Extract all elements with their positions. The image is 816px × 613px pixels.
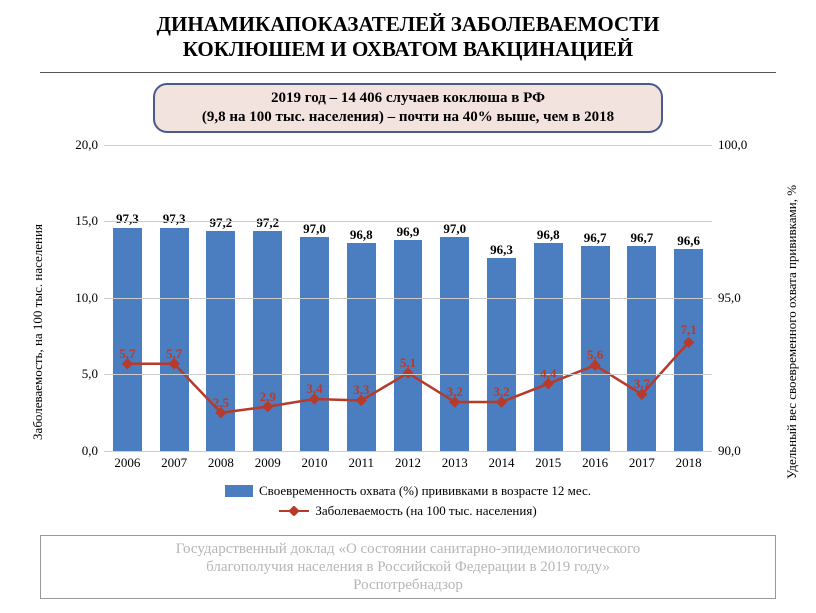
footer-line-2: благополучия населения в Российской Феде… [206,559,610,575]
line-value-label: 5,6 [587,347,603,363]
title-line-1: ДИНАМИКАПОКАЗАТЕЛЕЙ ЗАБОЛЕВАЕМОСТИ [157,12,660,36]
page-title: ДИНАМИКАПОКАЗАТЕЛЕЙ ЗАБОЛЕВАЕМОСТИ КОКЛЮ… [0,0,816,68]
source-citation: Государственный доклад «О состоянии сани… [40,535,776,599]
x-tick: 2009 [255,455,281,471]
line-value-label: 4,4 [540,366,556,382]
x-tick: 2017 [629,455,655,471]
legend-bar-label: Своевременность охвата (%) прививками в … [259,483,591,499]
y-left-tick: 20,0 [64,137,98,153]
x-tick: 2013 [442,455,468,471]
x-tick: 2016 [582,455,608,471]
line-value-label: 7,1 [680,322,696,338]
bar-swatch-icon [225,485,253,497]
title-rule [40,72,776,73]
y-left-tick: 10,0 [64,290,98,306]
gridline [104,451,712,452]
y-right-tick: 100,0 [718,137,756,153]
x-tick: 2011 [348,455,374,471]
x-tick: 2006 [114,455,140,471]
highlight-callout: 2019 год – 14 406 случаев коклюша в РФ (… [153,83,663,133]
chart-container: Заболеваемость, на 100 тыс. населения Уд… [48,137,768,527]
x-tick: 2014 [489,455,515,471]
gridline [104,221,712,222]
x-tick: 2012 [395,455,421,471]
x-tick: 2007 [161,455,187,471]
gridline [104,374,712,375]
title-line-2: КОКЛЮШЕМ И ОХВАТОМ ВАКЦИНАЦИЕЙ [183,37,634,61]
y-right-axis-label-text: Удельный вес своевременного охвата приви… [784,185,799,479]
y-left-axis-label: Заболеваемость, на 100 тыс. населения [30,224,46,440]
x-tick: 2010 [301,455,327,471]
line-value-label: 3,4 [306,381,322,397]
y-right-tick: 90,0 [718,443,756,459]
line-value-label: 5,7 [166,346,182,362]
y-left-tick: 15,0 [64,213,98,229]
line-value-label: 2,9 [260,389,276,405]
line-value-label: 5,1 [400,355,416,371]
plot-area: 97,397,397,297,297,096,896,997,096,396,8… [104,145,712,451]
line-value-label: 3,2 [493,384,509,400]
line-value-label: 5,7 [119,346,135,362]
footer-line-1: Государственный доклад «О состоянии сани… [176,541,641,557]
callout-line-2: (9,8 на 100 тыс. населения) – почти на 4… [202,109,614,125]
x-tick: 2008 [208,455,234,471]
legend-line-label: Заболеваемость (на 100 тыс. населения) [315,503,536,519]
x-tick: 2018 [676,455,702,471]
line-value-label: 3,7 [634,376,650,392]
x-tick: 2015 [535,455,561,471]
legend-line-row: Заболеваемость (на 100 тыс. населения) [279,503,536,519]
y-right-tick: 95,0 [718,290,756,306]
line-value-label: 2,5 [213,395,229,411]
legend-bar-row: Своевременность охвата (%) прививками в … [225,483,591,499]
y-left-tick: 0,0 [64,443,98,459]
line-swatch-icon [279,505,309,517]
gridline [104,145,712,146]
footer-line-3: Роспотребнадзор [353,577,463,593]
callout-line-1: 2019 год – 14 406 случаев коклюша в РФ [271,90,545,106]
chart-legend: Своевременность охвата (%) прививками в … [48,481,768,521]
y-right-axis-label: Удельный вес своевременного охвата приви… [784,185,800,479]
y-left-tick: 5,0 [64,366,98,382]
line-value-label: 3,2 [447,384,463,400]
gridline [104,298,712,299]
line-value-label: 3,3 [353,382,369,398]
